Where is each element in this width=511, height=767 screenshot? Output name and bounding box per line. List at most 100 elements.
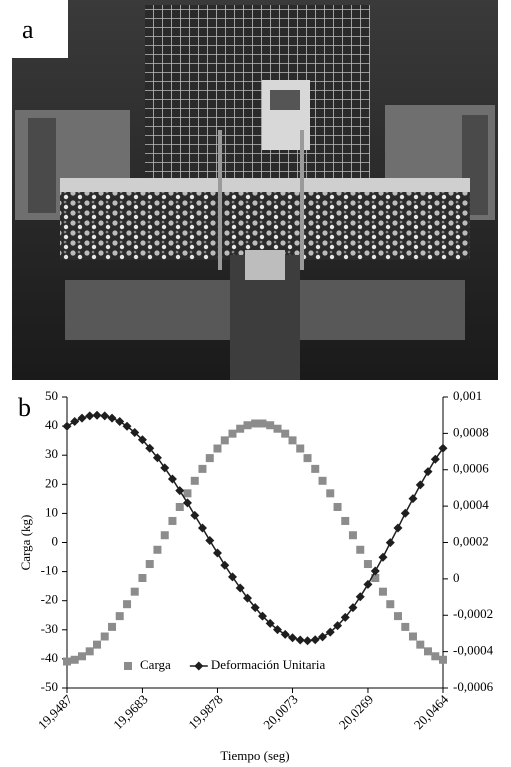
marker-diamond (318, 632, 328, 642)
marker-square (363, 560, 372, 569)
marker-diamond (325, 627, 335, 637)
marker-diamond (62, 421, 72, 431)
marker-diamond (250, 603, 260, 613)
y2-tick-label: 0,0008 (453, 424, 489, 439)
marker-square (273, 424, 282, 433)
marker-square (341, 516, 350, 525)
x-axis-title: Tiempo (seg) (220, 748, 289, 763)
label-box (12, 0, 68, 58)
marker-diamond (378, 552, 388, 562)
y-tick-label: 40 (45, 417, 58, 432)
marker-square (70, 655, 79, 664)
marker-diamond (242, 593, 252, 603)
marker-square (251, 419, 260, 428)
marker-diamond (295, 635, 305, 645)
marker-diamond (265, 618, 275, 628)
x-tick-label: 19,9487 (35, 691, 76, 732)
y-tick-label: 50 (45, 388, 58, 403)
marker-square (431, 652, 440, 661)
marker-square (333, 502, 342, 511)
marker-diamond (92, 410, 102, 420)
marker-square (63, 657, 71, 666)
marker-square (145, 560, 154, 569)
marker-diamond (430, 454, 440, 464)
marker-square (378, 587, 387, 596)
marker-square (288, 436, 297, 445)
marker-diamond (258, 611, 268, 621)
panel-label: a (22, 15, 34, 44)
x-tick-label: 20,0269 (336, 692, 376, 732)
marker-square (303, 454, 312, 463)
marker-square (108, 622, 117, 631)
marker-diamond (130, 427, 140, 437)
marker-square (439, 655, 447, 664)
marker-square (190, 476, 199, 485)
marker-square (220, 436, 229, 445)
marker-diamond (70, 417, 80, 427)
y2-tick-label: -0,0002 (453, 606, 493, 621)
y2-tick-label: 0,001 (453, 388, 482, 403)
marker-square (130, 587, 139, 596)
marker-diamond (197, 523, 207, 533)
y-tick-label: 30 (45, 446, 58, 461)
marker-diamond (423, 467, 433, 477)
y-tick-label: 0 (52, 533, 59, 548)
support-roller (245, 250, 285, 280)
marker-square (93, 640, 102, 649)
marker-square (243, 421, 252, 430)
marker-diamond (438, 443, 448, 453)
slab-top (60, 178, 470, 192)
marker-diamond (273, 625, 283, 635)
marker-diamond (145, 443, 155, 453)
y2-tick-label: 0,0006 (453, 461, 489, 476)
y-tick-label: -30 (41, 621, 58, 636)
rod (300, 130, 304, 270)
legend-label: Carga (140, 657, 171, 672)
y-tick-label: -40 (41, 650, 58, 665)
marker-diamond (122, 421, 132, 431)
y2-tick-label: -0,0006 (453, 679, 494, 694)
marker-diamond (212, 548, 222, 558)
y2-tick-label: 0,0002 (453, 533, 489, 548)
marker-square (160, 531, 169, 540)
marker-diamond (235, 583, 245, 593)
marker-square (236, 424, 245, 433)
marker-diamond (107, 413, 117, 423)
marker-diamond (100, 411, 110, 421)
y-axis-title: Carga (kg) (18, 515, 33, 571)
marker-square (401, 622, 410, 631)
legend-marker (194, 661, 204, 671)
marker-diamond (182, 498, 192, 508)
marker-square (228, 429, 237, 438)
y-tick-label: 10 (45, 504, 58, 519)
marker-square (408, 632, 417, 641)
marker-square (100, 632, 109, 641)
marker-diamond (152, 453, 162, 463)
marker-square (266, 421, 275, 430)
marker-square (138, 574, 147, 583)
x-tick-label: 20,0464 (411, 691, 452, 732)
y-tick-label: -20 (41, 592, 58, 607)
marker-diamond (190, 510, 200, 520)
marker-square (175, 502, 184, 511)
marker-square (168, 516, 177, 525)
marker-diamond (385, 538, 395, 548)
marker-square (123, 600, 132, 609)
marker-diamond (115, 417, 125, 427)
marker-diamond (85, 411, 95, 421)
marker-diamond (288, 633, 298, 643)
marker-diamond (370, 566, 380, 576)
marker-diamond (160, 463, 170, 473)
marker-diamond (227, 572, 237, 582)
y-tick-label: -10 (41, 563, 58, 578)
marker-diamond (408, 494, 418, 504)
marker-diamond (393, 523, 403, 533)
marker-diamond (348, 603, 358, 613)
marker-diamond (355, 592, 365, 602)
marker-diamond (167, 474, 177, 484)
legend-marker (124, 662, 132, 670)
y2-tick-label: 0 (453, 570, 460, 585)
marker-square (416, 640, 425, 649)
marker-diamond (340, 612, 350, 622)
